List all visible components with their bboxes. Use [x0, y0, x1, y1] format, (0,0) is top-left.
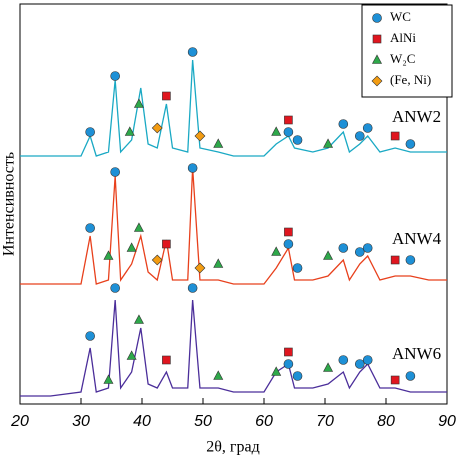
phase-marker: [323, 250, 334, 260]
phase-marker: [390, 255, 400, 265]
phase-marker: [187, 47, 198, 57]
phase-marker: [362, 355, 373, 365]
phase-marker: [323, 138, 334, 148]
phase-marker: [405, 255, 416, 265]
phase-marker: [103, 374, 114, 384]
legend-marker: [372, 54, 382, 64]
phase-marker: [187, 163, 198, 173]
phase-marker: [354, 247, 365, 257]
phase-marker: [292, 263, 303, 273]
legend-marker: [371, 75, 383, 87]
phase-marker: [338, 119, 349, 129]
phase-marker: [338, 355, 349, 365]
x-tick-label: 80: [377, 413, 395, 430]
legend-label: AlNi: [390, 30, 416, 45]
phase-marker: [213, 138, 224, 148]
phase-marker: [213, 258, 224, 268]
phase-marker: [271, 126, 282, 136]
legend-marker: [372, 34, 382, 44]
phase-marker: [354, 359, 365, 369]
phase-marker: [271, 246, 282, 256]
phase-marker: [133, 98, 144, 108]
phase-marker: [194, 130, 206, 142]
x-axis-label: 2θ, град: [206, 439, 259, 456]
x-tick-label: 30: [72, 413, 90, 430]
phase-marker: [110, 283, 120, 293]
phase-marker: [194, 262, 206, 274]
phase-marker: [110, 167, 120, 177]
phase-marker: [126, 350, 137, 360]
trace-label: ANW6: [392, 344, 441, 363]
phase-marker: [124, 126, 135, 136]
phase-marker: [271, 366, 282, 376]
xrd-trace: [20, 59, 447, 157]
phase-marker: [213, 370, 224, 380]
phase-marker: [283, 239, 294, 249]
phase-marker: [283, 359, 294, 369]
trace-label: ANW4: [392, 229, 442, 248]
phase-marker: [405, 139, 416, 149]
xrd-trace: [20, 167, 447, 285]
phase-marker: [284, 347, 293, 357]
phase-marker: [362, 123, 373, 133]
x-tick-label: 70: [316, 413, 334, 430]
phase-marker: [362, 243, 373, 253]
phase-marker: [151, 122, 163, 134]
phase-marker: [187, 283, 198, 293]
x-tick-label: 90: [438, 413, 456, 430]
legend-label: WC: [390, 9, 411, 24]
trace-label: ANW2: [392, 107, 441, 126]
x-tick-label: 20: [10, 413, 29, 430]
phase-marker: [390, 375, 400, 385]
legend-label: (Fe, Ni): [390, 72, 431, 87]
phase-marker: [284, 115, 293, 125]
phase-marker: [133, 222, 144, 232]
phase-marker: [292, 135, 303, 145]
phase-marker: [162, 239, 171, 249]
phase-marker: [162, 91, 171, 101]
phase-marker: [354, 131, 365, 141]
phase-marker: [85, 223, 95, 233]
x-tick-label: 40: [133, 413, 151, 430]
phase-marker: [151, 254, 163, 266]
phase-marker: [126, 242, 137, 252]
phase-marker: [103, 250, 114, 260]
xrd-trace: [20, 299, 447, 397]
phase-marker: [292, 371, 303, 381]
phase-marker: [283, 127, 294, 137]
phase-marker: [284, 227, 293, 237]
y-axis-label: Интенсивность: [1, 152, 18, 256]
phase-marker: [85, 127, 95, 137]
phase-marker: [405, 371, 416, 381]
phase-marker: [390, 131, 400, 141]
legend-marker: [372, 13, 382, 23]
phase-marker: [323, 362, 334, 372]
legend-label: W₂C: [390, 51, 415, 66]
phase-marker: [338, 243, 349, 253]
x-tick-label: 60: [255, 413, 273, 430]
phase-marker: [162, 355, 171, 365]
x-tick-label: 50: [194, 413, 212, 430]
plot-frame: [19, 3, 448, 405]
phase-marker: [85, 331, 95, 341]
phase-marker: [110, 71, 120, 81]
phase-marker: [133, 314, 144, 324]
